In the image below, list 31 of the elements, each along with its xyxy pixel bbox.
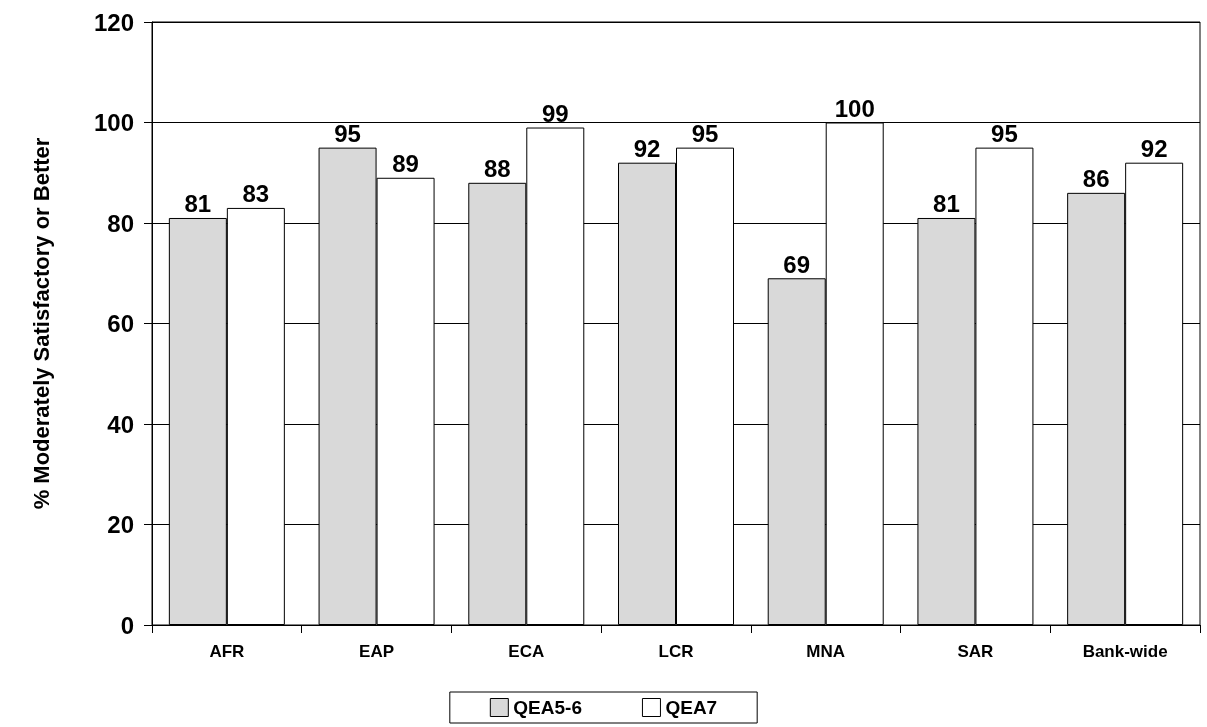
y-tick-label: 60 [107, 310, 134, 337]
y-tick-label: 120 [93, 8, 134, 36]
data-label: 81 [184, 190, 212, 218]
x-tick-label: Bank-wide [1082, 642, 1168, 661]
x-tick-label: EAP [359, 642, 395, 661]
x-tick-label: MNA [806, 642, 846, 661]
x-tick-label: AFR [209, 642, 245, 661]
data-label: 95 [334, 120, 361, 148]
data-label: 92 [1140, 135, 1168, 163]
data-label: 95 [691, 120, 719, 148]
x-tick-label: LCR [658, 642, 694, 661]
data-label: 100 [834, 95, 875, 122]
data-label: 89 [392, 150, 419, 178]
data-label: 99 [541, 100, 569, 128]
x-tick-label: SAR [957, 642, 994, 661]
data-label: 86 [1082, 165, 1110, 193]
data-label: 92 [633, 135, 661, 163]
data-label: 95 [991, 120, 1018, 148]
x-tick-label: ECA [508, 642, 545, 661]
y-tick-label: 0 [120, 611, 134, 639]
data-label: 69 [783, 250, 811, 278]
y-tick-label: 20 [107, 511, 134, 538]
legend-label: QEA5-6 [513, 697, 582, 718]
y-tick-label: 80 [107, 209, 134, 237]
data-label: 88 [483, 155, 511, 183]
y-axis-title: % Moderately Satisfactory or Better [28, 137, 54, 510]
data-label: 83 [242, 180, 270, 208]
y-tick-label: 100 [93, 109, 134, 136]
y-tick-label: 40 [107, 410, 134, 438]
data-label: 81 [933, 190, 960, 218]
legend-label: QEA7 [665, 697, 718, 718]
